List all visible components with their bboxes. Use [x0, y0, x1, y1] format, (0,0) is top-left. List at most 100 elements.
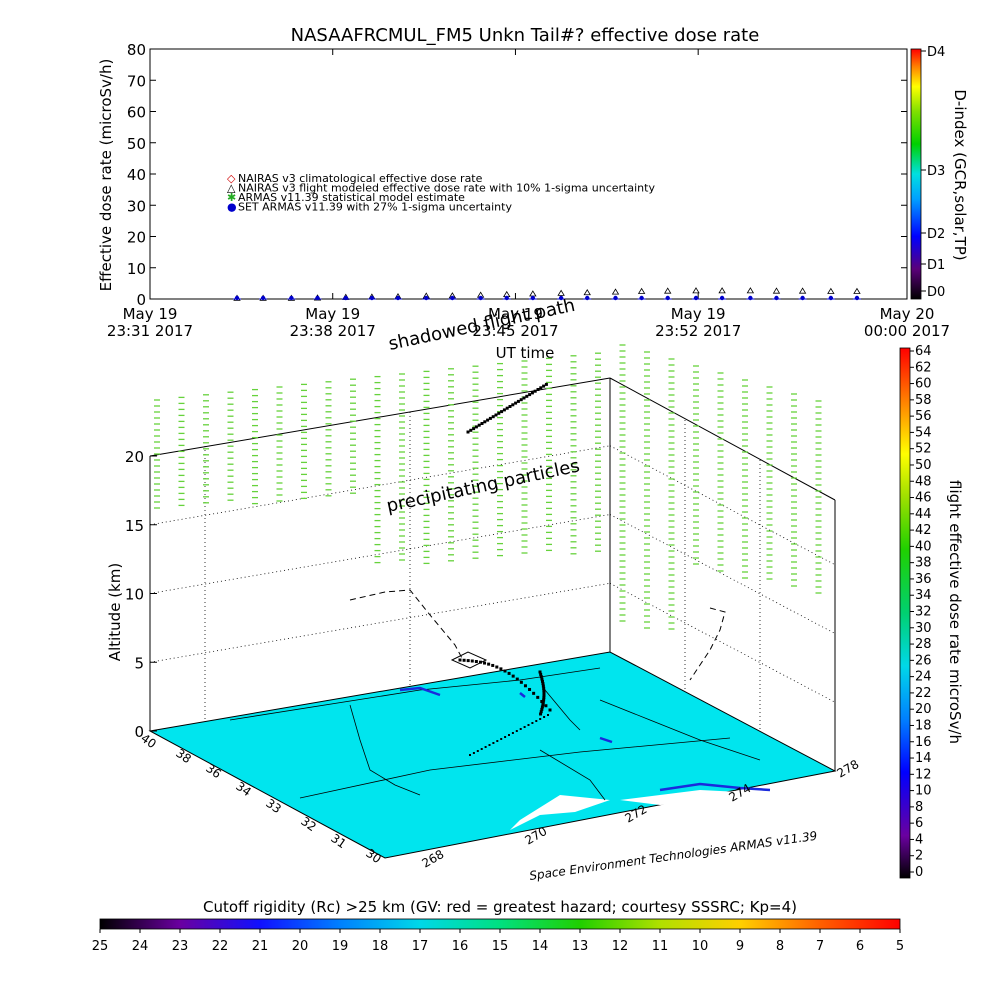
flight-point [528, 687, 532, 691]
nairas-point [557, 289, 565, 296]
altitude-tick-label: 10 [125, 586, 144, 604]
rigidity-colorbar-tick-label: 8 [776, 939, 784, 954]
rigidity-colorbar [99, 918, 901, 930]
dose-series [233, 287, 861, 301]
ground-track-point [527, 724, 530, 726]
flight-point [542, 689, 546, 693]
d-index-label: D4 [927, 45, 945, 60]
nairas-point [746, 287, 755, 294]
dose-colorbar-tick-label: 20 [915, 702, 932, 717]
ground-track-point [508, 734, 510, 736]
flight-point [536, 388, 540, 391]
flight-point [541, 703, 545, 707]
armas-point [504, 295, 509, 301]
nairas-point [798, 287, 807, 294]
ground-track-point [539, 718, 542, 720]
flight-point [469, 428, 473, 432]
flight-point [540, 707, 544, 711]
flight-point [487, 662, 491, 666]
dose-colorbar-ticks: 6462605856545250484644424038363432302826… [910, 344, 932, 880]
flight-point [519, 398, 523, 402]
flight-point [499, 667, 503, 671]
flight-point [519, 680, 523, 684]
dose-colorbar-tick-label: 8 [915, 800, 923, 815]
flight-point [511, 674, 515, 678]
ground-track-point [480, 748, 483, 750]
flight-point [477, 423, 481, 427]
ground-track-point [472, 752, 475, 754]
dose-colorbar-tick-label: 56 [915, 409, 932, 424]
d-index-label: D0 [927, 285, 945, 300]
rigidity-colorbar-title: Cutoff rigidity (Rc) >25 km (GV: red = g… [203, 898, 797, 916]
grid-line-side [609, 445, 836, 566]
flight-point [542, 696, 546, 700]
flight-point [525, 394, 529, 398]
nairas-point [827, 287, 835, 294]
flight-point [503, 669, 507, 673]
flight-point [540, 679, 544, 683]
flight-point [494, 413, 498, 417]
y-tick-label: 0 [136, 291, 146, 309]
grid-line-back [149, 514, 611, 594]
x-tick-label: May 19 [123, 305, 178, 323]
ground-track-point [511, 732, 514, 734]
dose-colorbar-tick-label: 12 [915, 767, 932, 782]
rigidity-colorbar-tick-label: 17 [412, 939, 429, 954]
flight-point [528, 393, 532, 397]
rigidity-colorbar-tick-label: 14 [532, 939, 549, 954]
dose-colorbar-tick-label: 6 [915, 816, 923, 831]
dose-colorbar-tick-label: 48 [915, 474, 932, 489]
legend-label: NAIRAS v3 climatological effective dose … [238, 172, 483, 185]
flight-point [466, 659, 470, 663]
ground-track-point [547, 714, 549, 716]
rigidity-colorbar-tick-label: 5 [896, 939, 904, 954]
flight-point [539, 672, 543, 676]
flight-point [491, 663, 495, 667]
armas-point [289, 295, 294, 301]
flight-point [480, 422, 484, 425]
armas-point [748, 295, 753, 301]
dose-colorbar-tick-label: 14 [915, 751, 932, 766]
ground-track-point [535, 720, 538, 722]
dose-colorbar [899, 347, 911, 879]
flight-point [462, 658, 466, 662]
ground-track-point [543, 716, 546, 718]
rigidity-colorbar-tick-label: 12 [612, 939, 629, 954]
rigidity-colorbar-tick-label: 13 [572, 939, 589, 954]
flight-point [536, 695, 540, 699]
flight-trajectory [450, 382, 552, 756]
rigidity-colorbar-ticks: 25 24 23 22 21 20 19 18 17 16 15 14 13 12 11 10 9 8 7 6 5 [92, 929, 904, 954]
x-tick-label: May 19 [305, 305, 360, 323]
dose-colorbar-tick-label: 52 [915, 442, 932, 457]
dose-colorbar-tick-label: 0 [915, 865, 923, 880]
altitude-tick-label: 15 [125, 517, 144, 535]
grid-line-back [149, 445, 611, 526]
dose-colorbar-tick-label: 38 [915, 556, 932, 571]
dose-colorbar-tick-label: 30 [915, 621, 932, 636]
dose-colorbar-tick-label: 58 [915, 393, 932, 408]
flight-point [514, 401, 518, 405]
precipitating-particles [154, 344, 822, 630]
legend-marker: ◇ [227, 172, 236, 185]
altitude-tick-label: 20 [125, 448, 144, 466]
y-tick-label: 40 [127, 166, 146, 184]
altitude-tick-label: 5 [134, 654, 144, 672]
flight-point [507, 671, 511, 675]
x-tick-label: 23:52 2017 [655, 322, 741, 340]
nairas-point [583, 288, 591, 296]
credit-label: Space Environment Technologies ARMAS v11… [528, 829, 818, 883]
flight-point [470, 659, 474, 663]
armas-point [800, 295, 805, 301]
d-index-title: D-index (GCR,solar,TP) [951, 89, 969, 260]
armas-point [774, 295, 779, 301]
dose-colorbar-title: flight effective dose rate microSv/h [946, 480, 964, 744]
flight-point [466, 430, 470, 434]
rigidity-colorbar-tick-label: 10 [692, 939, 709, 954]
nairas-point [664, 287, 672, 294]
dose-colorbar-tick-label: 42 [915, 523, 932, 538]
dose-colorbar-tick-label: 36 [915, 572, 932, 587]
flight-point [544, 382, 548, 386]
x-tick-label: May 20 [880, 305, 935, 323]
